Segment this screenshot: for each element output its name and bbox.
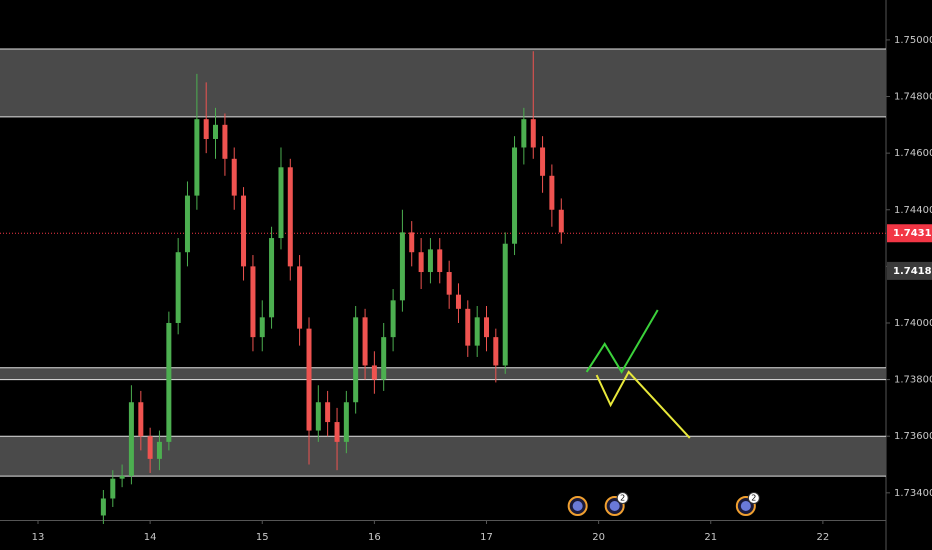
candle-body [521, 119, 527, 148]
candle-body [390, 300, 396, 338]
candle-body [128, 402, 134, 476]
candle-body [297, 266, 303, 329]
candle-body [213, 124, 219, 139]
x-tick-label: 21 [704, 532, 717, 543]
zone [0, 367, 886, 380]
candle-body [306, 328, 312, 431]
candle-body [241, 195, 247, 267]
candle-body [437, 249, 443, 273]
candle-body [474, 317, 480, 346]
candle-body [399, 232, 405, 301]
candle-body [222, 124, 228, 159]
candle-body [287, 167, 293, 267]
candle-body [325, 402, 331, 423]
candle-body [259, 317, 265, 338]
y-tick-label: 1.73400 [894, 488, 932, 499]
candle-body [549, 175, 555, 210]
candle-body [427, 249, 433, 273]
y-tick-label: 1.75000 [894, 35, 932, 46]
candle-body [194, 119, 200, 196]
candle-body [381, 337, 387, 380]
projection-line [585, 309, 659, 374]
candle-body [455, 294, 461, 309]
price-badge [887, 261, 932, 280]
candle-body [175, 252, 181, 323]
candle-body [119, 475, 125, 479]
candle-body [315, 402, 321, 431]
y-tick-label: 1.73800 [894, 375, 932, 386]
candle-body [371, 365, 377, 380]
candle-body [147, 436, 153, 459]
candle-body [530, 119, 536, 148]
candle-body [446, 272, 452, 295]
price-badge-label: 1.74184 [893, 266, 932, 277]
x-tick-label: 22 [817, 532, 830, 543]
candle-body [512, 147, 518, 244]
x-tick-label: 16 [368, 532, 381, 543]
candle-body [278, 167, 284, 239]
x-tick-label: 13 [32, 532, 45, 543]
event-count-badge [747, 492, 760, 504]
candle-body [465, 308, 471, 346]
candle-body [100, 498, 106, 516]
y-tick-label: 1.74600 [894, 148, 932, 159]
candle-body [540, 147, 546, 176]
candle-body [269, 238, 275, 318]
candle-body [166, 322, 172, 442]
candle-body [343, 402, 349, 442]
y-tick-label: 1.74400 [894, 205, 932, 216]
y-tick-label: 1.74000 [894, 318, 932, 329]
candle-body [418, 252, 424, 273]
event-count: 2 [751, 494, 756, 503]
candle-body [493, 337, 499, 366]
candle-body [362, 317, 368, 366]
candle-body [353, 317, 359, 403]
x-tick-label: 20 [592, 532, 605, 543]
price-badge-label: 1.74317 [893, 228, 932, 239]
candle-body [184, 195, 190, 253]
y-tick-label: 1.73600 [894, 431, 932, 442]
candle-body [231, 158, 237, 196]
zone [0, 48, 886, 117]
candle-body [110, 478, 116, 499]
x-tick-label: 15 [256, 532, 269, 543]
candle-body [156, 441, 162, 459]
x-tick-label: 17 [480, 532, 493, 543]
candle-body [334, 422, 340, 442]
candle-body [409, 232, 415, 253]
candle-body [250, 266, 256, 338]
candle-body [502, 243, 508, 366]
y-tick-label: 1.74800 [894, 92, 932, 103]
price-badge [887, 224, 932, 243]
projection-line [595, 370, 691, 439]
event-icon-core [572, 501, 583, 511]
x-tick-label: 14 [144, 532, 157, 543]
candle-body [203, 119, 209, 139]
candle-body [558, 209, 564, 233]
event-icon-core [609, 501, 620, 511]
candle-body [138, 402, 144, 437]
event-count: 2 [620, 494, 625, 503]
event-count-badge [616, 492, 629, 504]
event-icon-core [740, 501, 751, 511]
candle-body [484, 317, 490, 338]
